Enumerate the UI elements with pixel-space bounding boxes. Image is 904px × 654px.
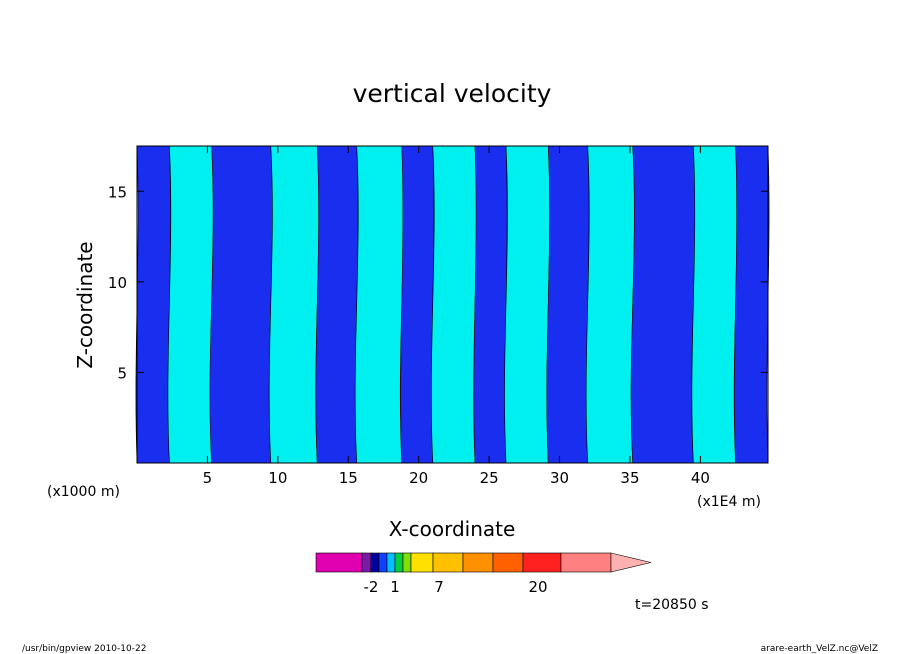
contour-band [315,145,359,464]
x-tick-label: 20 [409,469,428,487]
contour-band [354,145,404,464]
y-tick-label: 15 [108,183,127,201]
colorbar-swatch [394,552,404,573]
x-tick-label: 15 [339,469,358,487]
colorbar-label: 20 [528,578,547,596]
x-tick-label: 10 [268,469,287,487]
y-axis-ticks: 5 10 15 [108,183,768,382]
plot-frame [136,145,769,464]
colorbar-label: 7 [434,578,444,596]
colorbar-swatch [462,552,494,573]
contour-band [691,145,738,464]
y-axis-label: Z-coordinate [73,241,97,368]
colorbar-swatch [361,552,372,573]
contour-band [268,145,320,464]
colorbar-swatch [402,552,412,573]
x-tick-label: 30 [550,469,569,487]
x-tick-label: 40 [691,469,710,487]
colorbar-label: -2 [364,578,379,596]
x-tick-label: 35 [620,469,639,487]
contour-field [135,145,770,464]
colorbar-swatch [410,552,434,573]
contour-band [167,145,214,464]
colorbar-swatch [522,552,562,573]
contour-band [473,145,508,464]
colorbar-swatch [315,552,363,573]
contour-band [585,145,635,464]
colorbar-swatch [432,552,464,573]
contour-band [734,145,770,464]
colorbar-swatch [370,552,380,573]
y-tick-label: 10 [108,274,127,292]
contour-band [431,145,477,464]
x-axis-label: X-coordinate [389,517,516,541]
colorbar-swatch [378,552,388,573]
x-axis-ticks: 5 10 15 20 25 30 35 40 [203,146,710,487]
x-unit-right-label: (x1E4 m) [697,494,761,510]
time-label: t=20850 s [635,597,709,613]
contour-band [400,145,435,464]
contour-band [630,145,696,464]
y-tick-label: 5 [117,364,127,382]
colorbar-label: 1 [390,578,400,596]
colorbar: -2 1 7 20 [315,552,652,596]
chart-title: vertical velocity [353,79,552,108]
colorbar-swatch [560,552,612,573]
contour-band [209,145,273,464]
contour-band [504,145,551,464]
x-tick-label: 5 [203,469,213,487]
contour-band [135,145,171,464]
colorbar-extend-arrow [610,552,652,573]
footer-left: /usr/bin/gpview 2010-10-22 [22,644,146,654]
x-unit-left-label: (x1000 m) [47,484,120,500]
contour-band [546,145,590,464]
colorbar-swatch [386,552,396,573]
x-tick-label: 25 [480,469,499,487]
colorbar-swatch [492,552,524,573]
footer-right: arare-earth_VelZ.nc@VelZ [761,644,878,654]
